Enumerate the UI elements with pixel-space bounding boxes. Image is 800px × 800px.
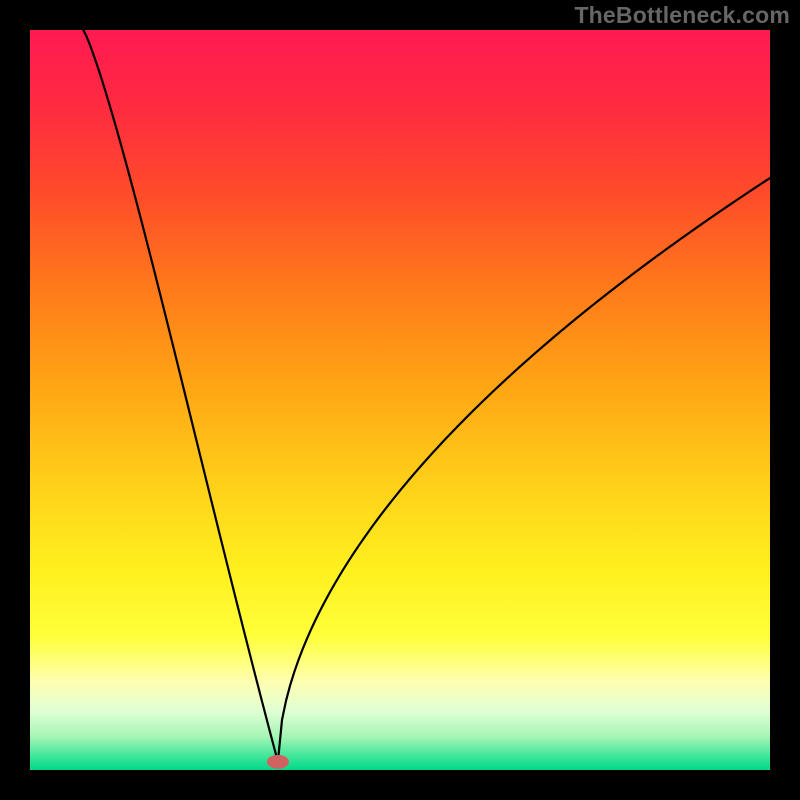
plot-area	[30, 30, 770, 770]
curve-layer	[30, 30, 770, 770]
stage: TheBottleneck.com	[0, 0, 800, 800]
optimal-point-marker	[267, 755, 289, 769]
watermark-label: TheBottleneck.com	[574, 2, 790, 29]
bottleneck-curve	[83, 30, 770, 762]
